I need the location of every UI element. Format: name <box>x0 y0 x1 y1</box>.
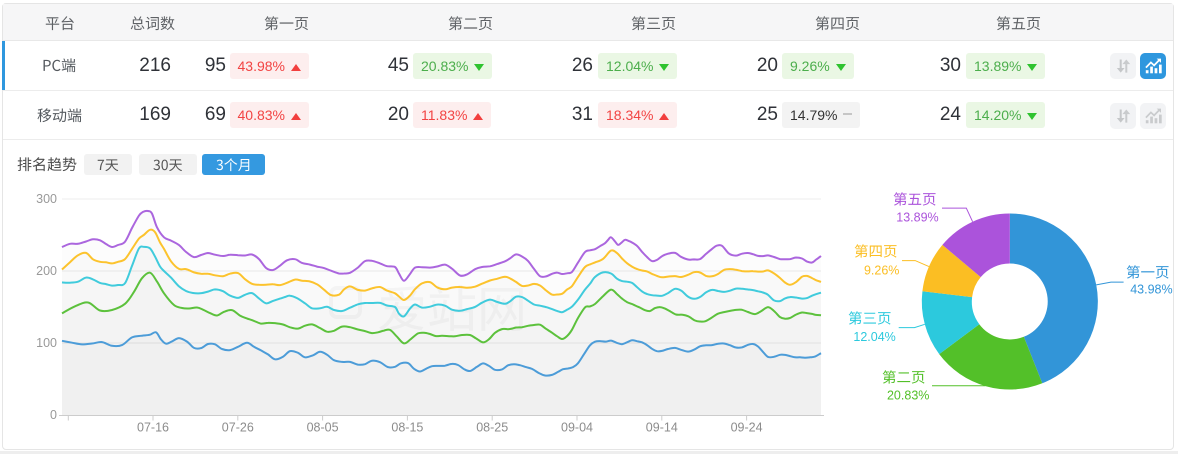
svg-text:200: 200 <box>36 264 57 278</box>
svg-text:07-16: 07-16 <box>137 421 169 435</box>
svg-text:100: 100 <box>36 336 57 350</box>
svg-text:07-26: 07-26 <box>222 421 254 435</box>
svg-text:09-04: 09-04 <box>561 421 593 435</box>
svg-text:09-24: 09-24 <box>731 421 763 435</box>
svg-text:08-05: 08-05 <box>307 421 339 435</box>
svg-text:0: 0 <box>50 408 57 422</box>
svg-text:13.89%: 13.89% <box>896 210 938 224</box>
svg-text:12.04%: 12.04% <box>853 330 895 344</box>
svg-text:09-14: 09-14 <box>646 421 678 435</box>
svg-text:300: 300 <box>36 192 57 206</box>
svg-text:9.26%: 9.26% <box>864 264 899 278</box>
svg-text:20.83%: 20.83% <box>887 388 929 402</box>
svg-text:08-15: 08-15 <box>391 421 423 435</box>
svg-text:43.98%: 43.98% <box>1130 283 1172 297</box>
svg-text:08-25: 08-25 <box>476 421 508 435</box>
